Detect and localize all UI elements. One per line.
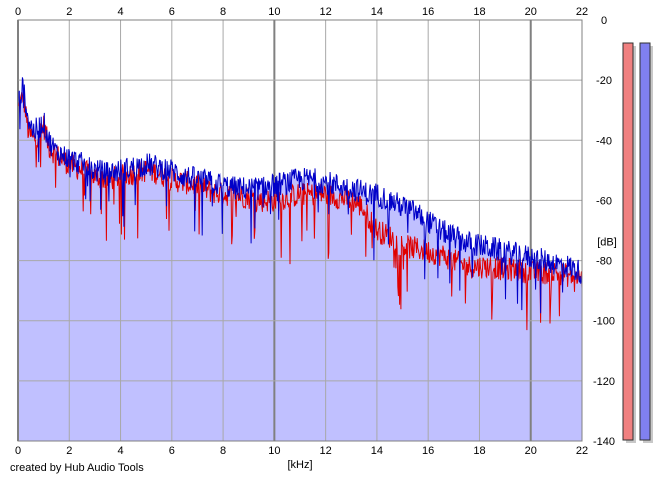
x-tick-label-top: 8 [220,6,226,18]
x-tick-label: 4 [117,445,123,457]
x-tick-label-top: 12 [320,6,332,18]
x-tick-label-top: 14 [371,6,383,18]
y-tick-label: -100 [593,316,615,328]
level-meter-left [622,42,634,441]
x-tick-label: 20 [525,445,537,457]
y-tick-label: -80 [596,256,612,268]
y-tick-label: -120 [593,376,615,388]
x-tick-label-top: 16 [422,6,434,18]
y-axis-unit: [dB] [597,237,617,249]
spectrum-fill [18,77,582,442]
x-tick-label-top: 4 [117,6,123,18]
x-tick-label-top: 22 [576,6,588,18]
y-tick-label: 0 [601,15,607,27]
x-tick-label: 16 [422,445,434,457]
x-tick-label: 2 [66,445,72,457]
x-tick-label: 12 [320,445,332,457]
x-tick-label: 18 [473,445,485,457]
plot-frame [17,19,583,442]
level-meter-right [639,42,651,441]
y-tick-label: -140 [593,436,615,448]
series-line-0 [17,89,583,331]
x-tick-label-top: 6 [169,6,175,18]
x-tick-label-top: 0 [15,6,21,18]
x-tick-label-top: 20 [525,6,537,18]
x-tick-label: 14 [371,445,383,457]
series-line-1 [17,77,583,314]
x-tick-label: 8 [220,445,226,457]
y-tick-label: -40 [596,135,612,147]
x-axis-unit: [kHz] [287,459,312,471]
x-tick-label: 22 [576,445,588,457]
x-tick-label: 10 [268,445,280,457]
y-tick-label: -60 [596,195,612,207]
x-tick-label-top: 2 [66,6,72,18]
credit-text: created by Hub Audio Tools [10,462,144,474]
x-tick-label: 0 [15,445,21,457]
y-tick-label: -20 [596,75,612,87]
x-tick-label: 6 [169,445,175,457]
x-tick-label-top: 10 [268,6,280,18]
x-tick-label-top: 18 [473,6,485,18]
